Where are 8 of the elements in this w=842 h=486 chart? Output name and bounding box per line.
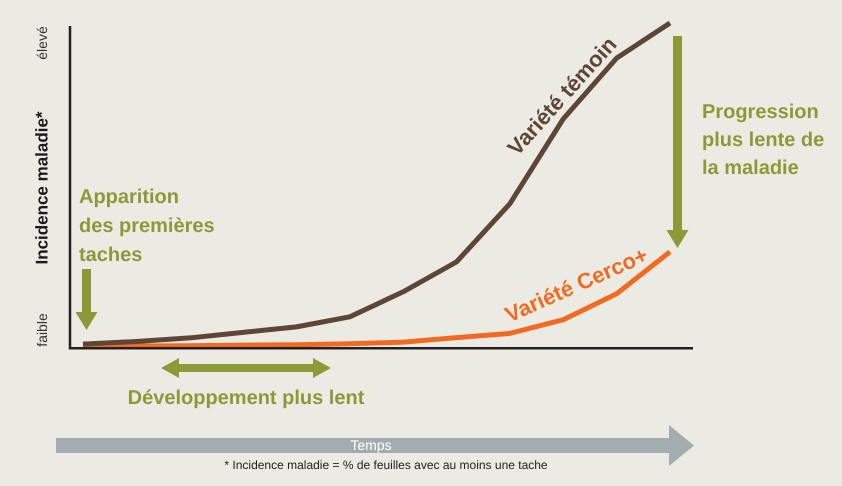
y-axis-title: Incidence maladie* <box>32 111 52 265</box>
annotation: Apparition des premières taches <box>79 186 215 266</box>
text: faible <box>34 313 50 347</box>
text: élevé <box>34 26 50 60</box>
text: Temps <box>350 437 392 453</box>
text: Développement plus lent <box>128 387 365 409</box>
text: Progression plus lente de la maladie <box>702 101 824 179</box>
text: * Incidence maladie = % de feuilles avec au moins une tache <box>224 458 548 472</box>
